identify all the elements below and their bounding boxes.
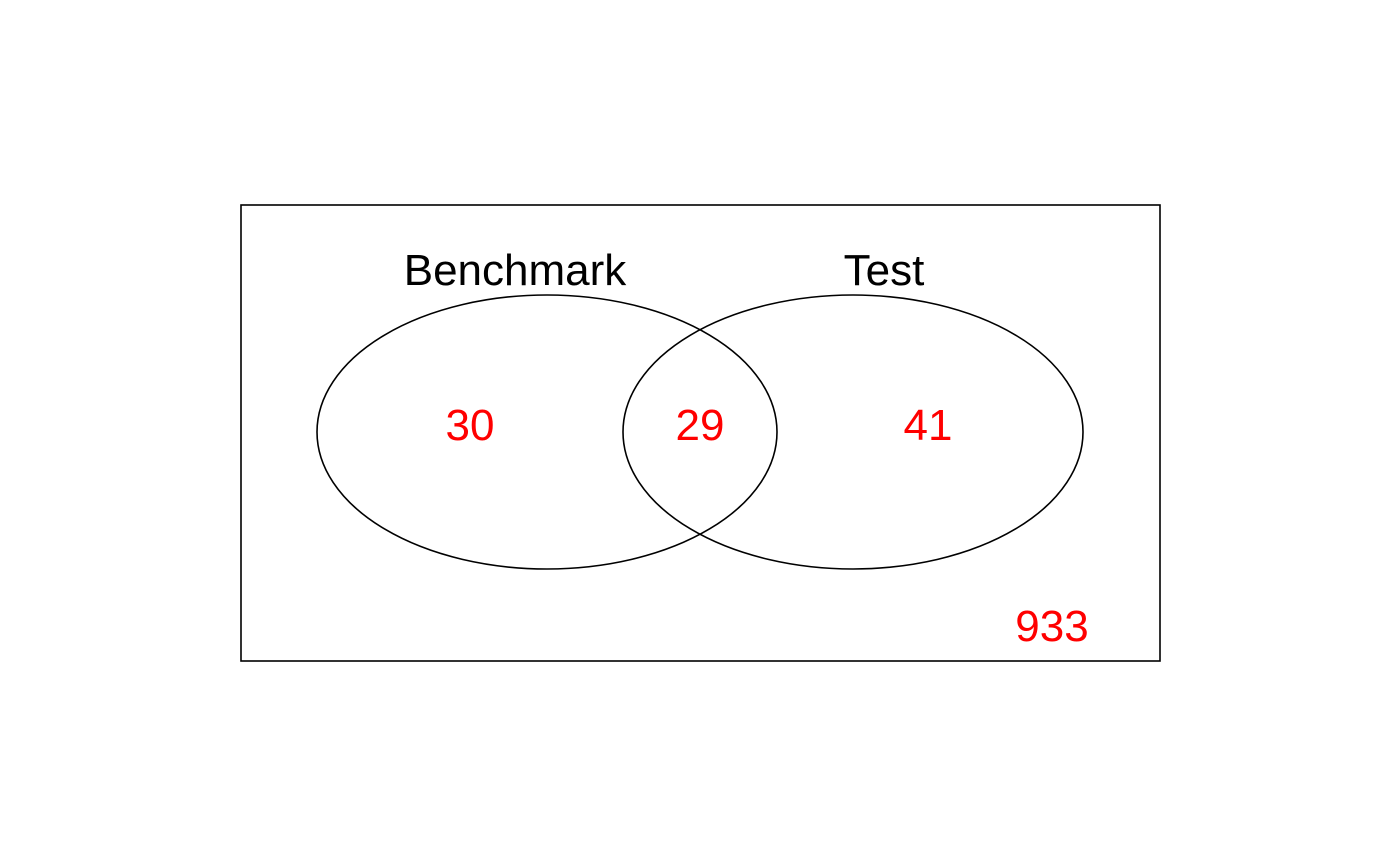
- outside-count: 933: [1015, 602, 1088, 651]
- benchmark-set-label: Benchmark: [404, 246, 628, 295]
- test-only-count: 41: [904, 401, 953, 450]
- test-set-label: Test: [844, 246, 925, 295]
- intersection-count: 29: [676, 401, 725, 450]
- test-set-ellipse: [622, 294, 1084, 570]
- benchmark-set-ellipse: [316, 294, 778, 570]
- benchmark-only-count: 30: [446, 401, 495, 450]
- universe-frame: [240, 204, 1161, 662]
